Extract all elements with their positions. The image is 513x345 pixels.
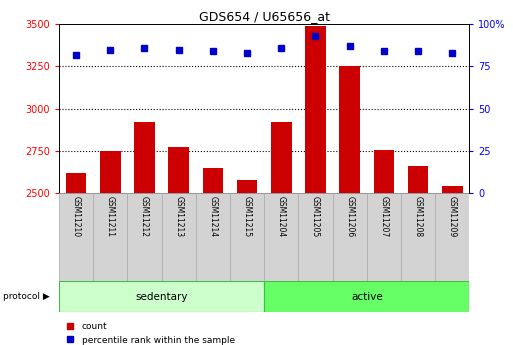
Bar <box>134 122 155 193</box>
Bar <box>237 180 258 193</box>
Text: GSM11206: GSM11206 <box>345 196 354 237</box>
Text: GSM11212: GSM11212 <box>140 196 149 237</box>
Bar <box>100 151 121 193</box>
Bar <box>373 150 394 193</box>
Bar <box>230 193 264 281</box>
Text: GSM11215: GSM11215 <box>243 196 251 237</box>
Bar <box>408 166 428 193</box>
Bar <box>59 193 93 281</box>
Text: GSM11210: GSM11210 <box>72 196 81 237</box>
Title: GDS654 / U65656_at: GDS654 / U65656_at <box>199 10 330 23</box>
Text: GSM11214: GSM11214 <box>208 196 218 237</box>
Text: GSM11208: GSM11208 <box>413 196 423 237</box>
Bar <box>59 281 264 312</box>
Bar <box>127 193 162 281</box>
Bar <box>435 193 469 281</box>
Text: active: active <box>351 292 383 302</box>
Text: GSM11209: GSM11209 <box>448 196 457 237</box>
Text: GSM11213: GSM11213 <box>174 196 183 237</box>
Bar <box>332 193 367 281</box>
Bar <box>168 147 189 193</box>
Bar <box>93 193 127 281</box>
Text: GSM11204: GSM11204 <box>277 196 286 237</box>
Bar <box>305 26 326 193</box>
Text: GSM11211: GSM11211 <box>106 196 115 237</box>
Bar <box>162 193 196 281</box>
Bar <box>340 66 360 193</box>
Bar <box>66 173 86 193</box>
Bar <box>367 193 401 281</box>
Bar <box>196 193 230 281</box>
Text: protocol ▶: protocol ▶ <box>3 292 49 301</box>
Text: GSM11207: GSM11207 <box>380 196 388 237</box>
Text: GSM11205: GSM11205 <box>311 196 320 237</box>
Bar <box>401 193 435 281</box>
Bar <box>203 168 223 193</box>
Text: sedentary: sedentary <box>135 292 188 302</box>
Bar <box>264 281 469 312</box>
Bar <box>264 193 299 281</box>
Bar <box>442 186 463 193</box>
Bar <box>299 193 332 281</box>
Bar <box>271 122 291 193</box>
Legend: count, percentile rank within the sample: count, percentile rank within the sample <box>62 318 238 345</box>
